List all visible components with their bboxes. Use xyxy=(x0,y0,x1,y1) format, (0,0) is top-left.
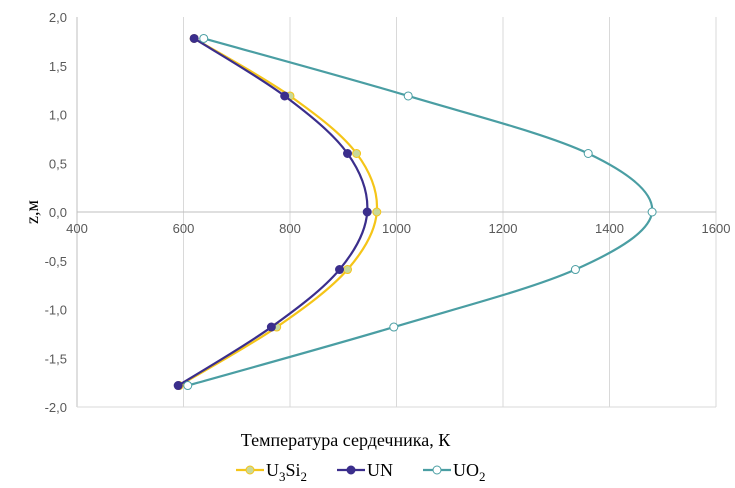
data-point-uo2 xyxy=(403,91,413,101)
legend-swatch-marker xyxy=(245,465,255,475)
y-tick-labels: 2,0 1,5 1,0 0,5 0,0 -0,5 -1,0 -1,5 -2,0 xyxy=(45,10,67,415)
legend-label-u3si2: U3Si2 xyxy=(266,460,307,484)
legend-swatch-marker xyxy=(432,465,442,475)
y-tick-label: -1,5 xyxy=(45,351,67,366)
data-point-uo2 xyxy=(199,33,209,43)
y-tick-label: 1,0 xyxy=(49,108,67,123)
axes xyxy=(76,17,716,408)
x-tick-label: 1600 xyxy=(702,221,731,236)
legend-item-uo2: UO2 xyxy=(423,460,486,484)
y-tick-label: -2,0 xyxy=(45,400,67,415)
series-un xyxy=(173,33,372,391)
data-point-un xyxy=(266,322,276,332)
data-point-u3si2 xyxy=(343,265,353,275)
legend-label-uo2: UO2 xyxy=(453,460,486,484)
legend-swatch-marker xyxy=(346,465,356,475)
data-point-u3si2 xyxy=(372,207,382,217)
data-point-uo2 xyxy=(583,149,593,158)
x-tick-label: 1000 xyxy=(382,221,411,236)
data-point-un xyxy=(173,381,183,391)
data-point-un xyxy=(335,265,345,275)
y-tick-label: 0,5 xyxy=(49,156,67,171)
series-uo2 xyxy=(183,33,657,391)
x-tick-label: 1400 xyxy=(595,221,624,236)
data-point-uo2 xyxy=(183,381,193,391)
data-point-uo2 xyxy=(389,322,399,332)
legend-item-un: UN xyxy=(337,460,393,480)
y-tick-label: -0,5 xyxy=(45,254,67,269)
x-tick-label: 1200 xyxy=(489,221,518,236)
y-tick-label: -1,0 xyxy=(45,303,67,318)
legend-item-u3si2: U3Si2 xyxy=(236,460,307,484)
x-axis-title: Температура сердечника, К xyxy=(241,430,451,450)
series-group xyxy=(173,33,657,391)
y-tick-label: 1,5 xyxy=(49,59,67,74)
y-tick-label: 2,0 xyxy=(49,10,67,25)
data-point-un xyxy=(362,207,372,217)
data-point-un xyxy=(343,149,353,158)
data-point-uo2 xyxy=(570,265,580,275)
x-tick-labels: 400 600 800 1000 1200 1400 1600 xyxy=(66,221,730,236)
y-axis-title: z,м xyxy=(22,200,42,224)
x-tick-label: 800 xyxy=(279,221,301,236)
legend: U3Si2 UN UO2 xyxy=(236,460,486,484)
data-point-u3si2 xyxy=(352,149,362,158)
y-tick-label: 0,0 xyxy=(49,205,67,220)
data-point-un xyxy=(189,33,199,43)
x-tick-label: 600 xyxy=(173,221,195,236)
legend-label-un: UN xyxy=(367,460,393,480)
data-point-un xyxy=(280,91,290,101)
data-point-uo2 xyxy=(647,207,657,217)
x-tick-label: 400 xyxy=(66,221,88,236)
